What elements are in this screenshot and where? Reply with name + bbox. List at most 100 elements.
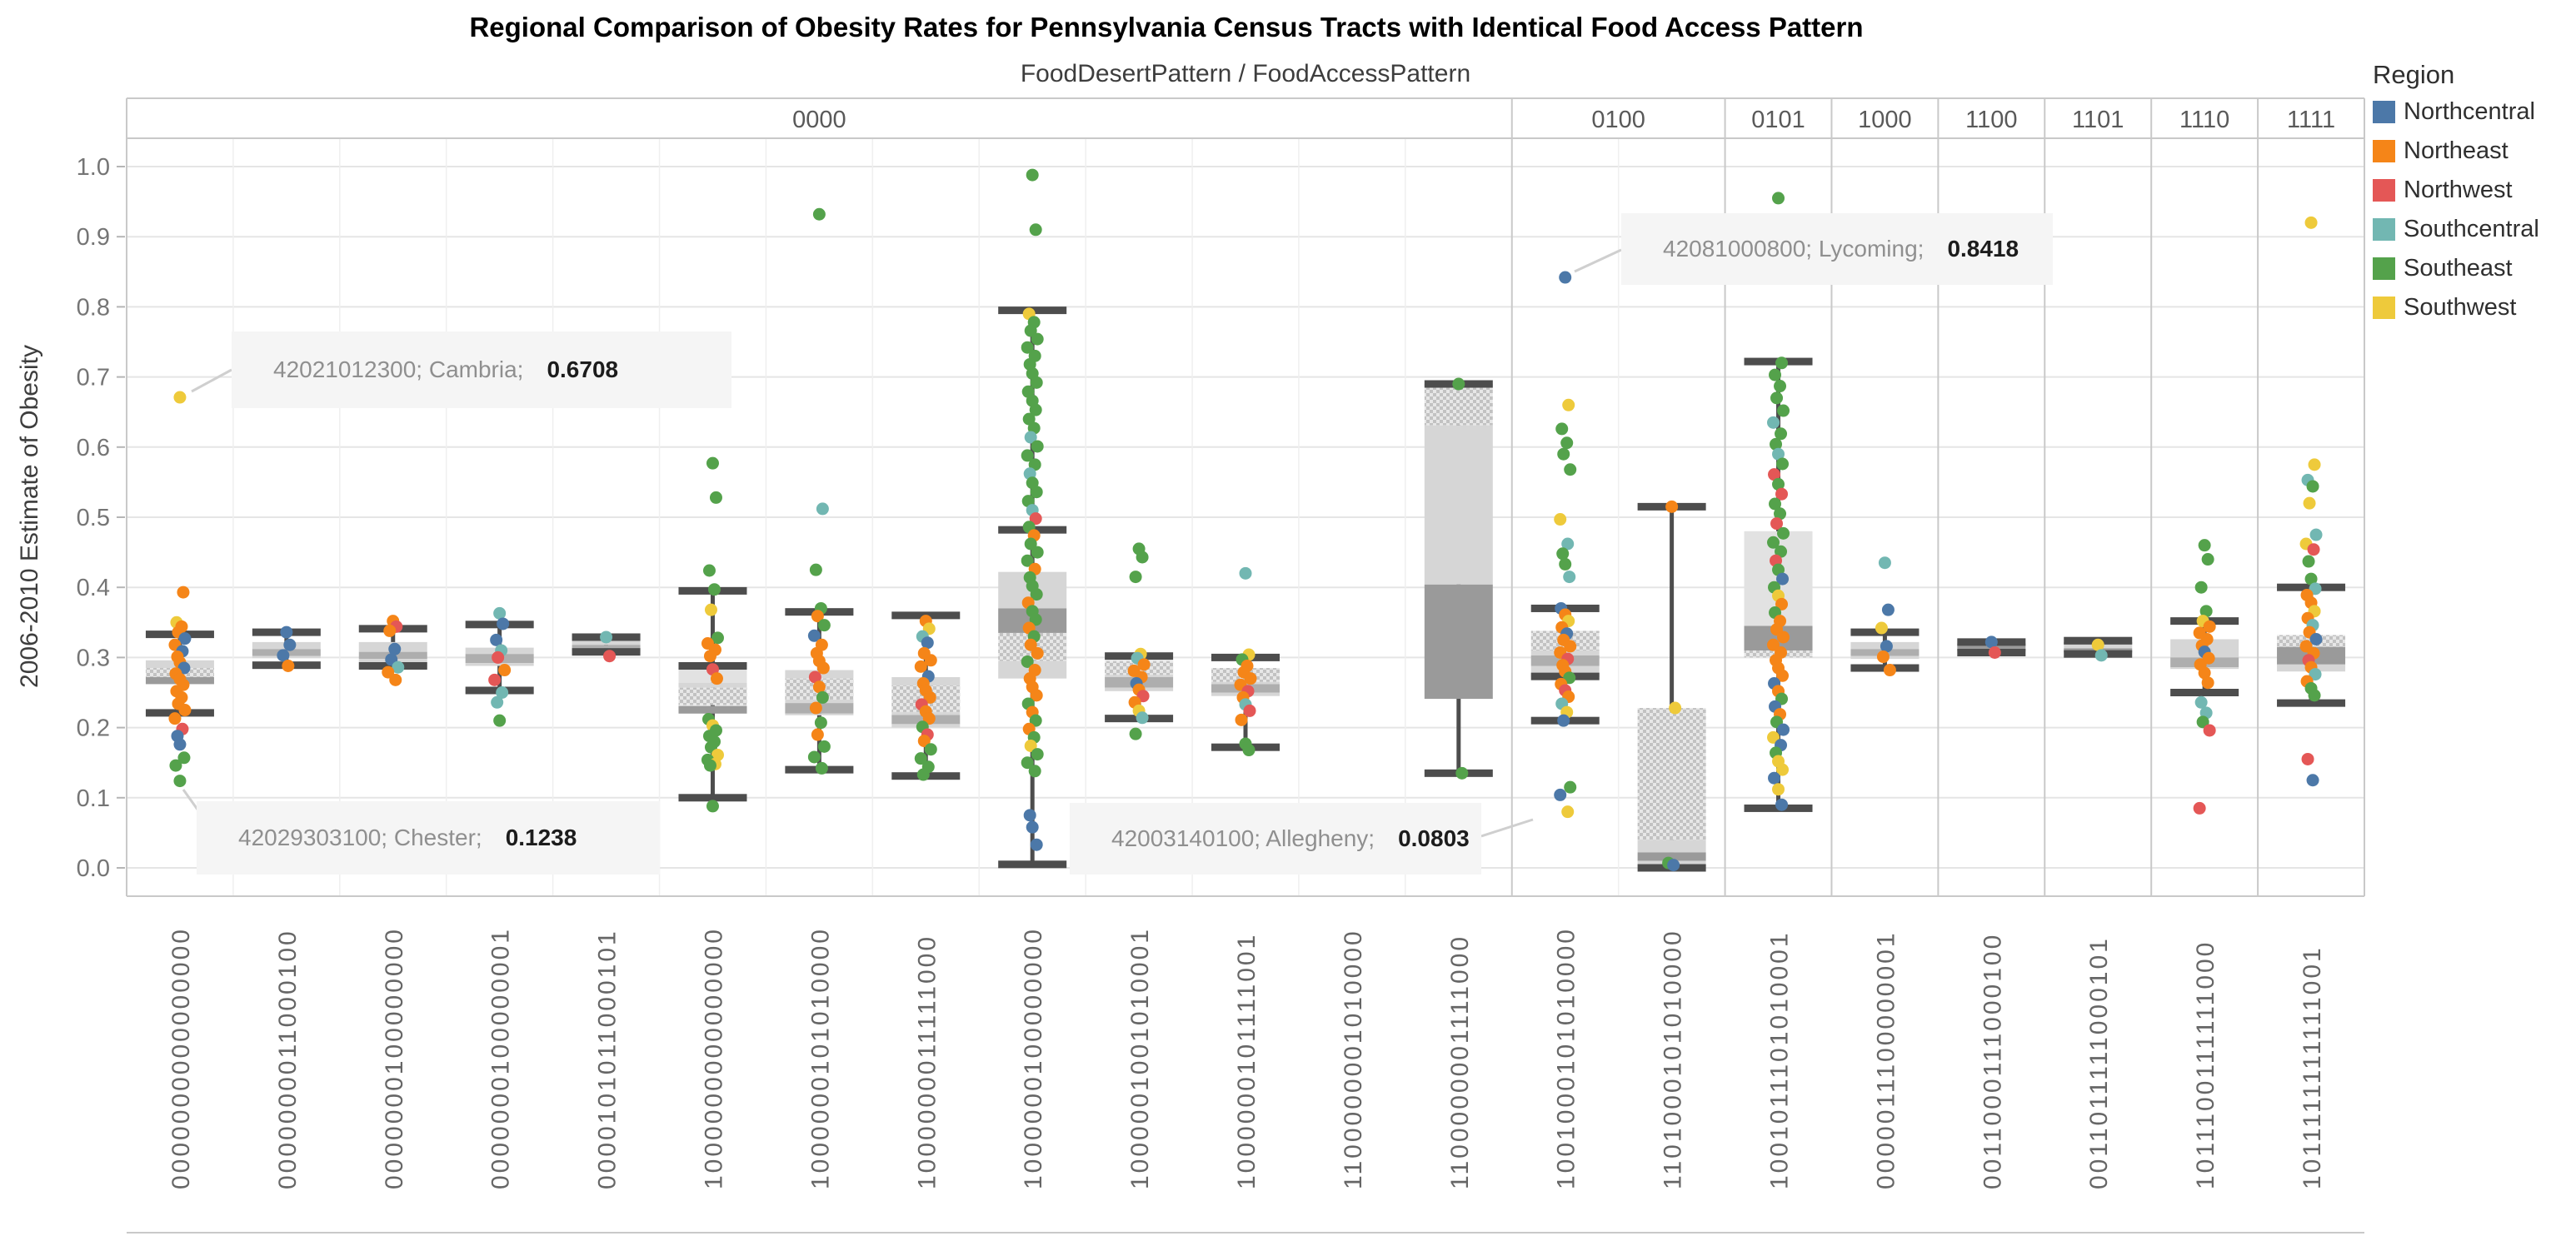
data-point[interactable] <box>1776 763 1790 776</box>
data-point[interactable] <box>1031 546 1044 559</box>
data-point[interactable] <box>916 768 930 781</box>
data-point[interactable] <box>1562 398 1575 411</box>
data-point[interactable] <box>1777 404 1790 417</box>
data-point[interactable] <box>603 650 617 663</box>
data-point[interactable] <box>1775 487 1789 501</box>
data-point[interactable] <box>490 633 503 646</box>
data-point[interactable] <box>173 391 187 404</box>
data-point[interactable] <box>280 625 293 639</box>
data-point[interactable] <box>1880 640 1893 653</box>
data-point[interactable] <box>1136 551 1149 564</box>
data-point[interactable] <box>1777 723 1790 736</box>
data-point[interactable] <box>488 673 502 686</box>
data-point[interactable] <box>177 751 191 765</box>
data-point[interactable] <box>1024 638 1037 651</box>
data-point[interactable] <box>1563 571 1576 584</box>
data-point[interactable] <box>1559 271 1572 284</box>
data-point[interactable] <box>924 743 937 756</box>
data-point[interactable] <box>1557 447 1570 461</box>
data-point[interactable] <box>1669 701 1682 715</box>
legend-item[interactable]: Southwest <box>2373 294 2539 321</box>
data-point[interactable] <box>1137 658 1151 671</box>
data-point[interactable] <box>1023 809 1036 822</box>
data-point[interactable] <box>2304 216 2318 229</box>
data-point[interactable] <box>707 583 721 596</box>
data-point[interactable] <box>1775 798 1789 811</box>
data-point[interactable] <box>2307 543 2320 556</box>
data-point[interactable] <box>1767 416 1780 429</box>
data-point[interactable] <box>704 603 717 616</box>
data-point[interactable] <box>496 686 509 699</box>
data-point[interactable] <box>1028 765 1041 778</box>
data-point[interactable] <box>1559 557 1572 571</box>
data-point[interactable] <box>1988 646 2001 660</box>
data-point[interactable] <box>1561 537 1575 551</box>
data-point[interactable] <box>1878 556 1891 570</box>
data-point[interactable] <box>1030 838 1043 851</box>
data-point[interactable] <box>1242 744 1256 757</box>
data-point[interactable] <box>493 714 507 727</box>
data-point[interactable] <box>702 564 716 577</box>
data-point[interactable] <box>1029 223 1042 237</box>
data-point[interactable] <box>283 638 297 651</box>
data-point[interactable] <box>389 673 402 686</box>
data-point[interactable] <box>917 735 931 748</box>
data-point[interactable] <box>812 207 826 221</box>
data-point[interactable] <box>817 740 831 753</box>
data-point[interactable] <box>709 491 722 504</box>
data-point[interactable] <box>1021 554 1034 567</box>
boxplot-box[interactable] <box>572 645 641 649</box>
boxplot-box[interactable] <box>785 713 854 715</box>
data-point[interactable] <box>497 617 510 630</box>
data-point[interactable] <box>809 701 822 715</box>
data-point[interactable] <box>1235 713 1248 726</box>
data-point[interactable] <box>1564 463 1577 476</box>
data-point[interactable] <box>1876 650 1890 664</box>
data-point[interactable] <box>2308 458 2321 471</box>
data-point[interactable] <box>1029 403 1042 416</box>
data-point[interactable] <box>1770 517 1784 531</box>
data-point[interactable] <box>1029 512 1042 526</box>
data-point[interactable] <box>1768 771 1781 785</box>
data-point[interactable] <box>2198 539 2211 552</box>
data-point[interactable] <box>1029 714 1042 727</box>
data-point[interactable] <box>811 728 824 741</box>
data-point[interactable] <box>2193 801 2206 815</box>
data-point[interactable] <box>1767 730 1780 744</box>
data-point[interactable] <box>2203 620 2216 633</box>
data-point[interactable] <box>2201 553 2214 566</box>
data-point[interactable] <box>2194 695 2208 709</box>
boxplot-box[interactable] <box>1637 852 1706 861</box>
data-point[interactable] <box>2309 633 2323 646</box>
data-point[interactable] <box>491 695 504 709</box>
data-point[interactable] <box>1028 458 1041 471</box>
data-point[interactable] <box>1031 646 1044 660</box>
data-point[interactable] <box>168 712 182 725</box>
data-point[interactable] <box>1772 477 1785 491</box>
data-point[interactable] <box>706 456 719 470</box>
legend-item[interactable]: Northeast <box>2373 137 2539 165</box>
data-point[interactable] <box>914 660 927 673</box>
data-point[interactable] <box>1555 422 1569 436</box>
legend-item[interactable]: Northwest <box>2373 177 2539 204</box>
data-point[interactable] <box>2094 649 2108 662</box>
boxplot-box[interactable] <box>1424 425 1493 585</box>
data-point[interactable] <box>498 664 512 677</box>
data-point[interactable] <box>1881 603 1895 616</box>
legend-item[interactable]: Southcentral <box>2373 216 2539 243</box>
data-point[interactable] <box>812 680 826 694</box>
data-point[interactable] <box>711 631 724 645</box>
data-point[interactable] <box>1775 427 1788 441</box>
data-point[interactable] <box>1772 192 1785 205</box>
data-point[interactable] <box>169 759 182 772</box>
data-point[interactable] <box>1243 704 1256 717</box>
data-point[interactable] <box>1776 572 1790 586</box>
data-point[interactable] <box>1667 859 1680 872</box>
data-point[interactable] <box>1031 332 1044 346</box>
data-point[interactable] <box>1129 571 1142 584</box>
data-point[interactable] <box>2194 581 2208 594</box>
data-point[interactable] <box>816 502 829 516</box>
data-point[interactable] <box>1770 437 1783 451</box>
data-point[interactable] <box>1775 597 1789 611</box>
data-point[interactable] <box>1022 412 1036 426</box>
